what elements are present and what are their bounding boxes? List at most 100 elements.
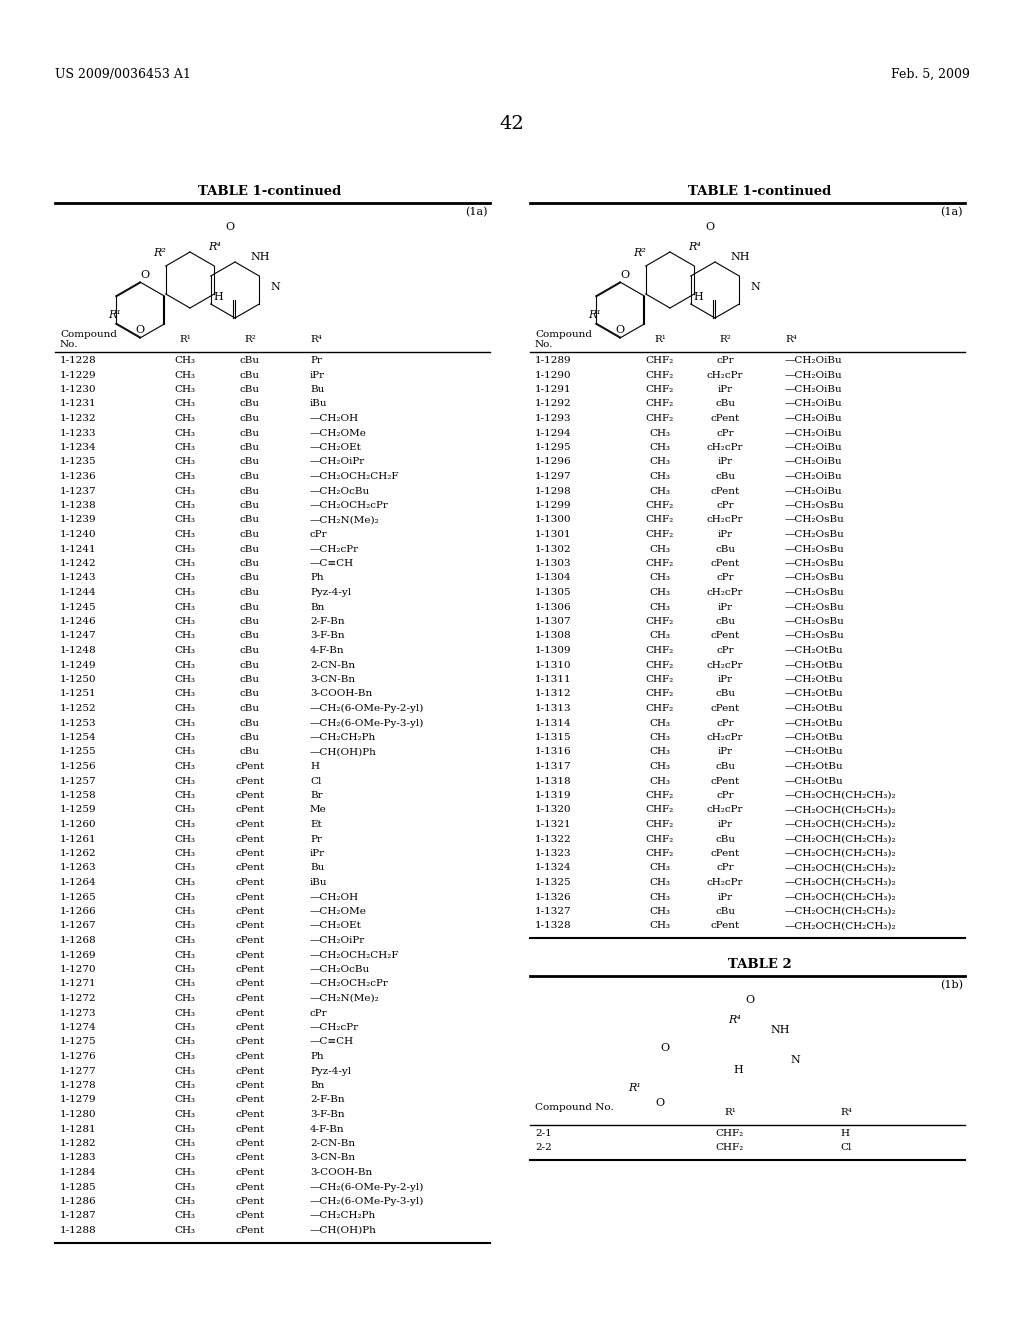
Text: CH₃: CH₃ [174, 1197, 196, 1206]
Text: —CH(OH)Ph: —CH(OH)Ph [310, 747, 377, 756]
Text: —CH₂OiBu: —CH₂OiBu [785, 458, 843, 466]
Text: —CH(OH)Ph: —CH(OH)Ph [310, 1226, 377, 1236]
Text: cPent: cPent [236, 921, 264, 931]
Text: R¹: R¹ [654, 335, 666, 345]
Text: CH₃: CH₃ [174, 1168, 196, 1177]
Text: cPent: cPent [711, 558, 739, 568]
Text: Br: Br [310, 791, 323, 800]
Text: CHF₂: CHF₂ [646, 791, 674, 800]
Text: 1-1235: 1-1235 [60, 458, 96, 466]
Text: 1-1320: 1-1320 [535, 805, 571, 814]
Text: —CH₂OCH(CH₂CH₃)₂: —CH₂OCH(CH₂CH₃)₂ [785, 878, 897, 887]
Text: cPent: cPent [236, 950, 264, 960]
Text: 1-1241: 1-1241 [60, 544, 96, 553]
Text: CH₃: CH₃ [649, 762, 671, 771]
Text: —CH₂OCH(CH₂CH₃)₂: —CH₂OCH(CH₂CH₃)₂ [785, 791, 897, 800]
Text: iBu: iBu [310, 878, 328, 887]
Text: CHF₂: CHF₂ [646, 531, 674, 539]
Text: CH₃: CH₃ [174, 979, 196, 989]
Text: Pyz-4-yl: Pyz-4-yl [310, 587, 351, 597]
Text: —CH₂OtBu: —CH₂OtBu [785, 704, 844, 713]
Text: 1-1231: 1-1231 [60, 400, 96, 408]
Text: 1-1294: 1-1294 [535, 429, 571, 437]
Text: N: N [751, 282, 760, 292]
Text: O: O [706, 222, 715, 232]
Text: 1-1256: 1-1256 [60, 762, 96, 771]
Text: 1-1259: 1-1259 [60, 805, 96, 814]
Text: iPr: iPr [718, 820, 732, 829]
Text: iPr: iPr [718, 385, 732, 393]
Text: cPent: cPent [236, 849, 264, 858]
Text: cBu: cBu [715, 834, 735, 843]
Text: CH₃: CH₃ [174, 502, 196, 510]
Text: CH₃: CH₃ [174, 356, 196, 366]
Text: 1-1244: 1-1244 [60, 587, 96, 597]
Text: CH₃: CH₃ [174, 631, 196, 640]
Text: cH₂cPr: cH₂cPr [707, 660, 743, 669]
Text: 3-CN-Bn: 3-CN-Bn [310, 1154, 355, 1163]
Text: 1-1325: 1-1325 [535, 878, 571, 887]
Text: 1-1281: 1-1281 [60, 1125, 96, 1134]
Text: —CH₂(6-OMe-Py-2-yl): —CH₂(6-OMe-Py-2-yl) [310, 704, 424, 713]
Text: CH₃: CH₃ [174, 400, 196, 408]
Text: CH₃: CH₃ [174, 1052, 196, 1061]
Text: cBu: cBu [715, 473, 735, 480]
Text: cPent: cPent [236, 979, 264, 989]
Text: 1-1322: 1-1322 [535, 834, 571, 843]
Text: CH₃: CH₃ [174, 1081, 196, 1090]
Text: cPent: cPent [236, 1125, 264, 1134]
Text: CHF₂: CHF₂ [716, 1143, 744, 1152]
Text: cPr: cPr [716, 718, 734, 727]
Text: H: H [733, 1065, 742, 1074]
Text: CH₃: CH₃ [174, 587, 196, 597]
Text: cPent: cPent [236, 820, 264, 829]
Text: cPent: cPent [711, 776, 739, 785]
Text: CH₃: CH₃ [649, 602, 671, 611]
Text: cPent: cPent [236, 1081, 264, 1090]
Text: cPent: cPent [236, 776, 264, 785]
Text: 1-1284: 1-1284 [60, 1168, 96, 1177]
Text: 1-1271: 1-1271 [60, 979, 96, 989]
Text: 1-1254: 1-1254 [60, 733, 96, 742]
Text: CH₃: CH₃ [649, 921, 671, 931]
Text: cPr: cPr [716, 791, 734, 800]
Text: 1-1245: 1-1245 [60, 602, 96, 611]
Text: CHF₂: CHF₂ [646, 660, 674, 669]
Text: CH₃: CH₃ [174, 1023, 196, 1032]
Text: cPent: cPent [236, 965, 264, 974]
Text: CH₃: CH₃ [174, 892, 196, 902]
Text: CH₃: CH₃ [174, 907, 196, 916]
Text: cBu: cBu [715, 762, 735, 771]
Text: Compound: Compound [535, 330, 592, 339]
Text: 1-1276: 1-1276 [60, 1052, 96, 1061]
Text: —CH₂OtBu: —CH₂OtBu [785, 660, 844, 669]
Text: 1-1264: 1-1264 [60, 878, 96, 887]
Text: CH₃: CH₃ [174, 776, 196, 785]
Text: (1b): (1b) [940, 979, 963, 990]
Text: —CH₂OsBu: —CH₂OsBu [785, 531, 845, 539]
Text: —CH₂OsBu: —CH₂OsBu [785, 602, 845, 611]
Text: —CH₂OCH(CH₂CH₃)₂: —CH₂OCH(CH₂CH₃)₂ [785, 863, 897, 873]
Text: 1-1275: 1-1275 [60, 1038, 96, 1047]
Text: 1-1287: 1-1287 [60, 1212, 96, 1221]
Text: 1-1297: 1-1297 [535, 473, 571, 480]
Text: 1-1283: 1-1283 [60, 1154, 96, 1163]
Text: R²: R² [719, 335, 731, 345]
Text: CH₃: CH₃ [649, 747, 671, 756]
Text: NH: NH [730, 252, 750, 261]
Text: CHF₂: CHF₂ [646, 820, 674, 829]
Text: 1-1250: 1-1250 [60, 675, 96, 684]
Text: 1-1229: 1-1229 [60, 371, 96, 380]
Text: Compound: Compound [60, 330, 117, 339]
Text: CHF₂: CHF₂ [646, 516, 674, 524]
Text: —CH₂OsBu: —CH₂OsBu [785, 631, 845, 640]
Text: CH₃: CH₃ [174, 1139, 196, 1148]
Text: CH₃: CH₃ [174, 863, 196, 873]
Text: —CH₂OiBu: —CH₂OiBu [785, 414, 843, 422]
Text: CH₃: CH₃ [649, 718, 671, 727]
Text: CH₃: CH₃ [649, 878, 671, 887]
Text: cPent: cPent [711, 487, 739, 495]
Text: cBu: cBu [240, 645, 260, 655]
Text: 1-1309: 1-1309 [535, 645, 571, 655]
Text: 1-1252: 1-1252 [60, 704, 96, 713]
